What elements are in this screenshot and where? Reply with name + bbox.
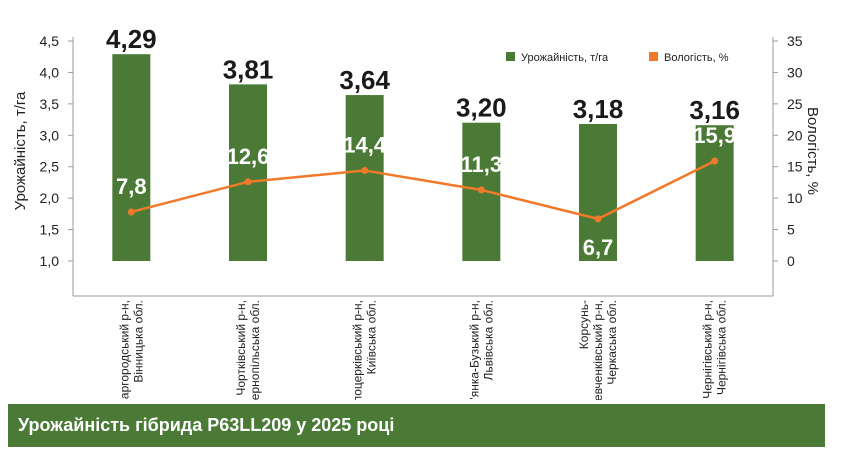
category-label-line: Київська обл. [365,300,379,374]
left-tick-label: 1,5 [40,222,60,238]
moisture-point [711,157,719,165]
bar [112,54,151,262]
left-tick-label: 4,0 [40,64,60,80]
left-tick-label: 3,5 [40,96,60,112]
moisture-value-label: 15,9 [693,123,736,148]
bar-value-label: 4,29 [106,24,157,54]
chart-title: Урожайність гібрида Р63LL209 у 2025 році [18,415,395,435]
moisture-value-label: 14,4 [343,132,387,157]
moisture-point [594,215,602,223]
right-tick-label: 20 [787,127,803,143]
category-label: Білоцерківський р-н, Київська обл. [351,300,379,400]
right-tick-label: 10 [787,190,803,206]
right-tick-label: 30 [787,64,803,80]
moisture-line [131,159,716,221]
category-label-line: Білоцерківський р-н, [351,300,365,400]
left-tick-label: 1,0 [40,253,60,269]
right-tick-label: 15 [787,159,803,175]
category-label: Чортківський р-н, Тернопільська обл. [234,300,262,400]
legend-label-yield: Урожайність, т/га [521,52,609,64]
bar-value-label: 3,16 [689,95,740,125]
right-tick-label: 0 [787,253,795,269]
moisture-point [477,186,485,194]
bar-value-label: 3,64 [339,65,390,95]
left-tick-label: 4,5 [40,33,60,49]
category-label: Кам'янка-Бузький р-н, Львівська обл. [467,300,495,400]
legend-label-moisture: Вологість, % [664,52,729,64]
bar [579,123,617,261]
category-label-line: Вінницька обл. [131,300,145,383]
moisture-value-label: 6,7 [583,235,614,260]
bar-value-label: 3,81 [223,54,274,84]
category-label-line: Шевченківський р-н, [591,300,605,400]
right-tick-label: 25 [787,96,803,112]
moisture-value-label: 12,6 [227,144,270,169]
bar [345,95,384,261]
category-label-line: Чернігівський р-н, [701,300,715,399]
moisture-point [127,208,135,216]
category-label-line: Шаргородський р-н, [117,300,131,400]
right-axis-title: Вологість, % [804,107,821,195]
category-label: Чернігівський р-н, Чернігівська обл. [701,300,729,399]
chart: 1,0 1,5 2,0 2,5 3,0 3,5 4,0 4,5 0 5 10 15 20 25 30 35 Ур… [12,24,821,400]
category-label-line: Тернопільська обл. [248,300,262,400]
category-label-line: Чортківський р-н, [234,300,248,396]
right-tick-label: 5 [787,222,795,238]
category-label-line: Львівська обл. [481,300,495,381]
bar-value-label: 3,20 [456,93,507,123]
right-tick-label: 35 [787,33,803,49]
category-label-line: Чернігівська обл. [715,300,729,395]
legend-swatch-yield [506,52,515,61]
moisture-point [244,178,252,186]
category-label: Шаргородський р-н, Вінницька обл. [117,300,145,400]
legend-swatch-moisture [649,52,658,61]
chart-title-banner: Урожайність гібрида Р63LL209 у 2025 році [8,404,825,447]
category-label-line: Черкаська обл. [605,300,619,385]
moisture-point [361,166,369,174]
moisture-value-label: 7,8 [116,174,147,199]
bar [229,84,267,261]
bar [695,125,734,261]
category-label-line: Кам'янка-Бузький р-н, [467,300,481,400]
moisture-value-label: 11,3 [461,152,503,177]
left-tick-label: 3,0 [40,127,60,143]
category-label: Корсунь- Шевченківський р-н, Черкаська обл… [577,300,619,400]
left-tick-label: 2,0 [40,190,60,206]
left-axis-title: Урожайність, т/га [12,91,29,210]
left-tick-label: 2,5 [40,159,60,175]
category-label-line: Корсунь- [577,300,591,349]
bar-value-label: 3,18 [573,94,624,124]
